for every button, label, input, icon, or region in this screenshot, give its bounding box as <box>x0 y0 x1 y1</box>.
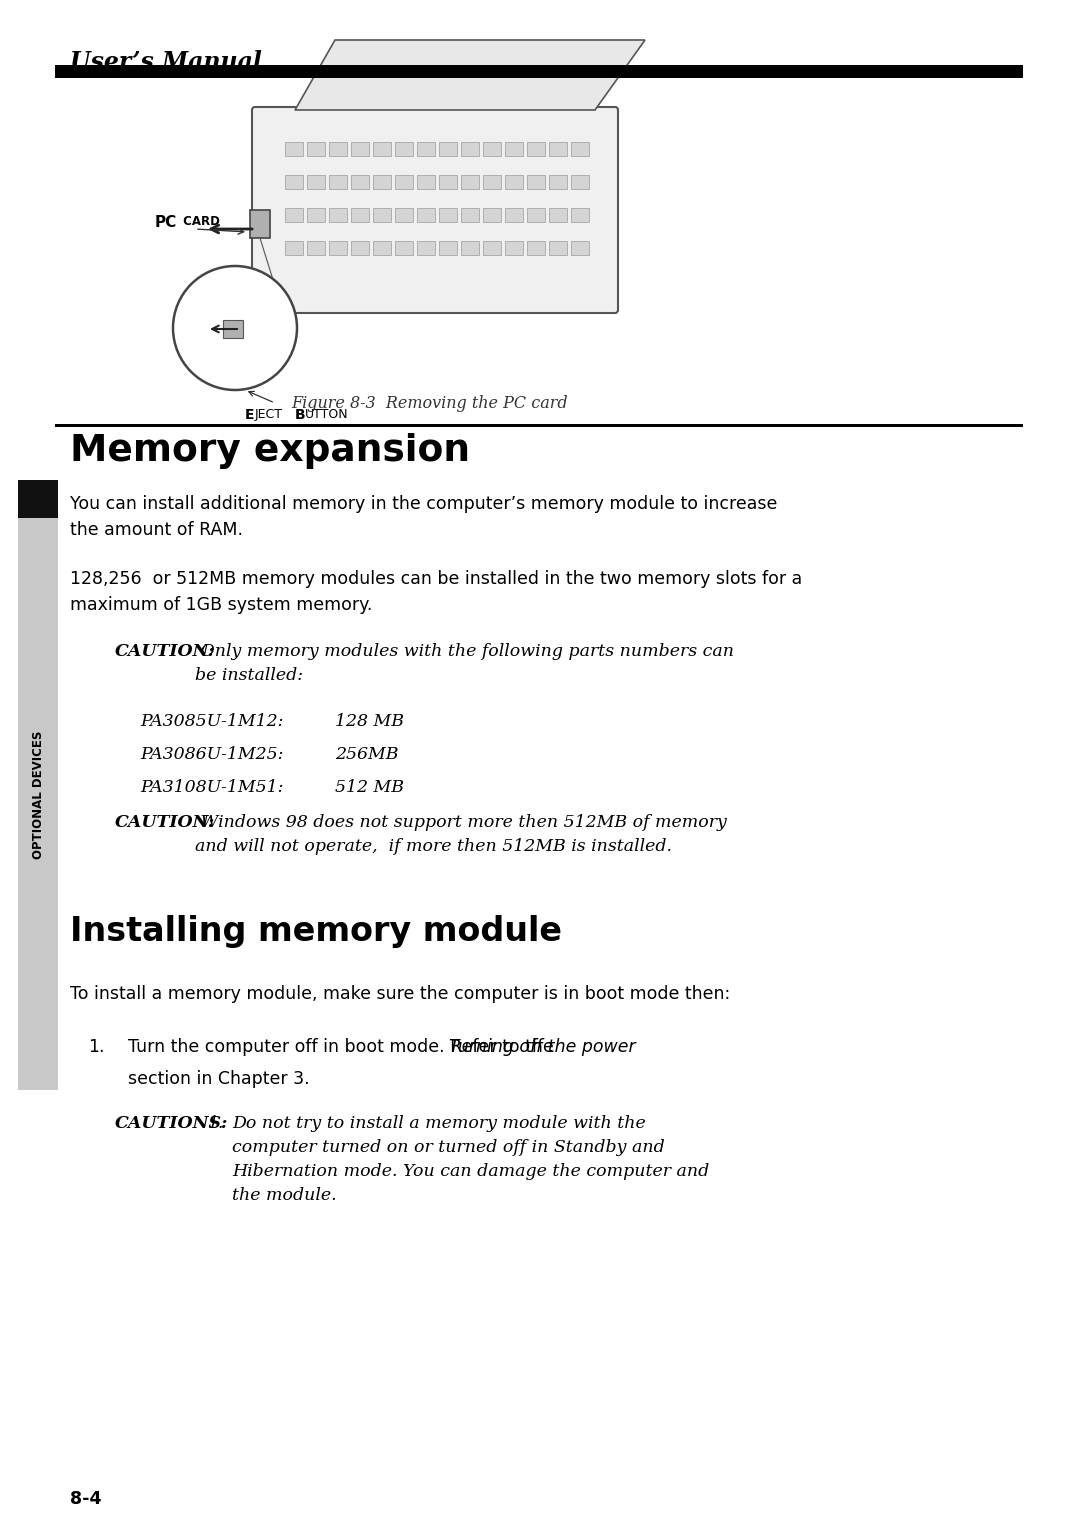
Bar <box>527 142 545 156</box>
Bar <box>329 208 347 222</box>
Bar <box>549 142 567 156</box>
Bar <box>417 142 435 156</box>
Bar <box>351 174 369 190</box>
Text: Turning off the power: Turning off the power <box>449 1038 635 1057</box>
Text: 128 MB: 128 MB <box>335 713 404 729</box>
Bar <box>307 208 325 222</box>
Bar <box>373 242 391 255</box>
Bar <box>483 242 501 255</box>
Text: CARD: CARD <box>179 216 220 228</box>
Bar <box>285 142 303 156</box>
Bar <box>395 208 413 222</box>
Text: Do not try to install a memory module with the
computer turned on or turned off : Do not try to install a memory module wi… <box>232 1115 710 1205</box>
Bar <box>307 242 325 255</box>
Text: 128,256  or 512MB memory modules can be installed in the two memory slots for a
: 128,256 or 512MB memory modules can be i… <box>70 570 802 613</box>
Text: 8-4: 8-4 <box>70 1489 102 1508</box>
Text: Only memory modules with the following parts numbers can
be installed:: Only memory modules with the following p… <box>195 644 734 683</box>
Polygon shape <box>295 40 645 110</box>
Text: Memory expansion: Memory expansion <box>70 433 470 469</box>
Bar <box>483 174 501 190</box>
Text: CAUTIONS:: CAUTIONS: <box>114 1115 228 1131</box>
Bar <box>55 424 1023 427</box>
Text: JECT: JECT <box>255 408 287 420</box>
Bar <box>18 480 58 518</box>
Bar <box>483 208 501 222</box>
Text: PA3086U-1M25:: PA3086U-1M25: <box>140 746 283 763</box>
Text: B: B <box>295 408 306 422</box>
Bar <box>285 208 303 222</box>
Bar <box>549 208 567 222</box>
Text: section in Chapter 3.: section in Chapter 3. <box>129 1070 310 1089</box>
Bar <box>461 142 480 156</box>
Bar <box>549 174 567 190</box>
Text: Windows 98 does not support more then 512MB of memory
and will not operate,  if : Windows 98 does not support more then 51… <box>195 813 727 855</box>
Bar <box>351 142 369 156</box>
Bar <box>373 174 391 190</box>
Bar <box>222 320 243 338</box>
Bar <box>329 142 347 156</box>
Text: To install a memory module, make sure the computer is in boot mode then:: To install a memory module, make sure th… <box>70 985 730 1003</box>
Text: 1.: 1. <box>87 1038 105 1057</box>
Text: UTTON: UTTON <box>305 408 349 420</box>
Text: 1.: 1. <box>208 1115 225 1131</box>
Text: 512 MB: 512 MB <box>335 778 404 797</box>
Bar <box>571 242 589 255</box>
Bar <box>527 208 545 222</box>
Bar <box>417 174 435 190</box>
Bar <box>395 174 413 190</box>
Bar <box>351 208 369 222</box>
Bar <box>461 208 480 222</box>
Text: OPTIONAL DEVICES: OPTIONAL DEVICES <box>31 731 44 859</box>
Bar <box>549 242 567 255</box>
Bar <box>505 174 523 190</box>
Bar <box>285 242 303 255</box>
Bar <box>307 142 325 156</box>
Text: Installing memory module: Installing memory module <box>70 914 562 948</box>
Text: You can install additional memory in the computer’s memory module to increase
th: You can install additional memory in the… <box>70 495 778 538</box>
Bar <box>373 208 391 222</box>
Bar <box>417 208 435 222</box>
Text: Figure 8-3  Removing the PC card: Figure 8-3 Removing the PC card <box>292 394 568 411</box>
Bar <box>395 242 413 255</box>
Bar <box>461 242 480 255</box>
Bar <box>329 174 347 190</box>
Text: 256MB: 256MB <box>335 746 399 763</box>
Bar <box>249 209 270 239</box>
Bar <box>55 66 1023 78</box>
Text: PA3085U-1M12:: PA3085U-1M12: <box>140 713 283 729</box>
Bar <box>395 142 413 156</box>
Bar <box>527 174 545 190</box>
Bar <box>571 208 589 222</box>
Bar <box>571 142 589 156</box>
Bar <box>18 480 58 1090</box>
Bar <box>438 142 457 156</box>
Circle shape <box>173 266 297 390</box>
Text: Turn the computer off in boot mode. Refer to the: Turn the computer off in boot mode. Refe… <box>129 1038 559 1057</box>
Bar <box>505 242 523 255</box>
Bar <box>417 242 435 255</box>
Bar <box>307 174 325 190</box>
Bar <box>505 142 523 156</box>
Bar <box>351 242 369 255</box>
Bar <box>571 174 589 190</box>
Bar <box>461 174 480 190</box>
Bar <box>527 242 545 255</box>
Text: PA3108U-1M51:: PA3108U-1M51: <box>140 778 283 797</box>
Bar <box>438 242 457 255</box>
Bar <box>438 174 457 190</box>
Bar <box>483 142 501 156</box>
Text: PC: PC <box>156 216 177 229</box>
Bar <box>373 142 391 156</box>
Bar <box>505 208 523 222</box>
Text: CAUTION:: CAUTION: <box>114 813 215 830</box>
Text: CAUTION:: CAUTION: <box>114 644 215 661</box>
Bar <box>285 174 303 190</box>
Text: E: E <box>245 408 255 422</box>
Text: User’s Manual: User’s Manual <box>70 50 261 73</box>
FancyBboxPatch shape <box>252 107 618 313</box>
Bar <box>438 208 457 222</box>
Bar <box>329 242 347 255</box>
